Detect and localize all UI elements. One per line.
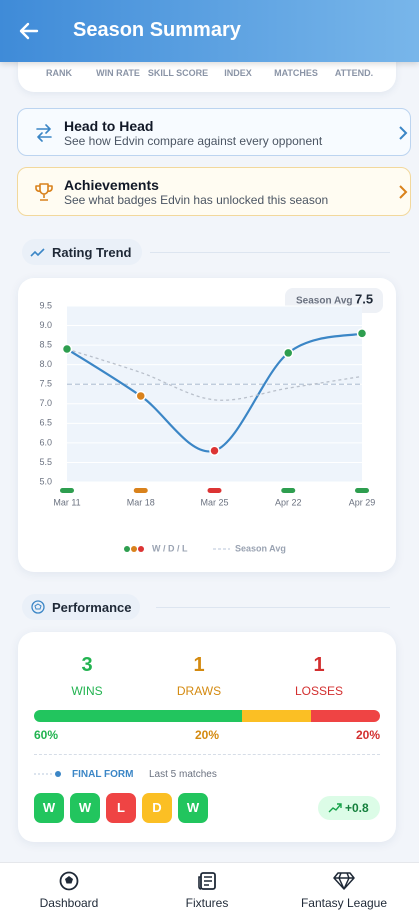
trend-icon xyxy=(328,803,342,813)
nav-label: Fantasy League xyxy=(300,896,388,910)
stat-label: ATTEND. xyxy=(334,68,374,78)
form-title: FINAL FORM xyxy=(72,769,134,780)
legend-label: Season Avg xyxy=(235,543,286,553)
card-title: Achievements xyxy=(64,177,159,193)
stat-label: INDEX xyxy=(224,68,252,78)
achievements-card[interactable]: Achievements See what badges Edvin has u… xyxy=(17,167,411,216)
swap-icon xyxy=(36,124,52,142)
form-badge: D xyxy=(142,793,172,823)
data-point xyxy=(209,445,220,456)
x-tick-label: Mar 25 xyxy=(200,497,228,507)
form-badge: W xyxy=(178,793,208,823)
result-pct: 60% xyxy=(34,728,59,742)
bottom-nav: Dashboard Fixtures Fantasy League xyxy=(0,862,419,918)
result-label: DRAWS xyxy=(176,684,222,698)
section-header: Rating Trend xyxy=(22,239,142,265)
nav-label: Dashboard xyxy=(39,896,99,910)
stat-label: RANK xyxy=(46,68,72,78)
ball-icon xyxy=(31,600,45,614)
result-label: WINS xyxy=(71,684,103,698)
chevron xyxy=(399,185,408,199)
data-point xyxy=(135,390,146,402)
y-tick-label: 9.0 xyxy=(39,320,52,330)
x-tick-label: Mar 11 xyxy=(53,497,80,507)
data-point xyxy=(61,343,73,355)
y-tick-label: 5.5 xyxy=(39,457,52,467)
y-tick-label: 7.0 xyxy=(39,398,52,408)
divider xyxy=(150,252,390,253)
page-title: Season Summary xyxy=(73,19,241,41)
diamond-icon xyxy=(333,872,355,890)
trend-value: +0.8 xyxy=(345,801,369,815)
form-badge: W xyxy=(34,793,64,823)
nav-item[interactable]: Dashboard xyxy=(0,863,140,918)
trophy-icon xyxy=(35,183,53,201)
avg-badge-value: 7.5 xyxy=(355,291,373,306)
y-tick-label: 6.0 xyxy=(39,437,52,447)
trend-pill: +0.8 xyxy=(318,796,380,820)
result-bar xyxy=(310,710,380,722)
card-subtitle: See what badges Edvin has unlocked this … xyxy=(64,193,329,207)
y-tick-label: 9.5 xyxy=(39,300,52,310)
running-avg-line xyxy=(66,348,363,401)
result-pill xyxy=(60,488,74,493)
card-title: Head to Head xyxy=(64,118,154,134)
nav-label: Fixtures xyxy=(185,896,229,910)
chart-card: Season Avg 7.5 W / D / L Season Avg 5.0 5… xyxy=(18,278,396,572)
avg-badge-label: Season Avg xyxy=(296,296,353,307)
result-pct: 20% xyxy=(194,728,220,742)
result-bar xyxy=(241,710,311,722)
form-subtitle: Last 5 matches xyxy=(149,769,217,780)
back-button[interactable] xyxy=(18,20,40,42)
head-to-head-card[interactable]: Head to Head See how Edvin compare again… xyxy=(17,108,411,156)
legend-label: W / D / L xyxy=(152,543,188,553)
form-badge: W xyxy=(70,793,100,823)
card-subtitle: See how Edvin compare against every oppo… xyxy=(64,134,323,148)
performance-card: FINAL FORM Last 5 matches +0.8 3 WINS 60% 1… xyxy=(18,632,396,842)
x-tick-label: Mar 18 xyxy=(127,497,155,507)
divider xyxy=(34,754,380,755)
chevron xyxy=(399,126,408,140)
app-bar: Season Summary xyxy=(0,0,419,62)
legend-dot xyxy=(138,546,144,552)
data-point xyxy=(356,328,368,339)
x-tick-label: Apr 29 xyxy=(349,497,376,507)
result-pill xyxy=(133,488,148,493)
stat-label: MATCHES xyxy=(274,68,318,78)
stat-label: SKILL SCORE xyxy=(147,68,209,78)
result-pct: 20% xyxy=(355,728,380,742)
form-badge: L xyxy=(106,793,136,823)
result-pill xyxy=(355,488,369,493)
result-count: 1 xyxy=(193,654,205,676)
y-tick-label: 7.5 xyxy=(39,379,52,389)
result-bar xyxy=(34,710,242,722)
y-tick-label: 8.5 xyxy=(39,339,52,349)
ball-icon xyxy=(59,871,79,891)
section-title: Performance xyxy=(52,600,132,615)
result-count: 3 xyxy=(81,654,93,676)
y-tick-label: 6.5 xyxy=(39,418,52,428)
news-icon xyxy=(198,872,216,890)
result-count: 1 xyxy=(313,654,325,676)
x-tick-label: Apr 22 xyxy=(275,497,302,507)
form-icon xyxy=(34,771,61,777)
stat-label: WIN RATE xyxy=(96,68,140,78)
y-tick-label: 8.0 xyxy=(39,359,52,369)
section-header: Performance xyxy=(22,594,140,620)
chart: Season Avg 7.5 W / D / L Season Avg 5.0 5… xyxy=(39,288,383,553)
legend-dot xyxy=(131,546,137,552)
nav-item[interactable]: Fantasy League xyxy=(280,863,419,918)
result-pill xyxy=(207,488,222,493)
trend-icon xyxy=(30,248,45,257)
legend-dot xyxy=(124,546,130,552)
result-label: LOSSES xyxy=(294,684,344,698)
section-title: Rating Trend xyxy=(52,245,132,260)
divider xyxy=(156,607,390,608)
result-pill xyxy=(281,488,296,493)
nav-item[interactable]: Fixtures xyxy=(140,863,280,918)
y-tick-label: 5.0 xyxy=(39,476,52,486)
data-point xyxy=(283,347,294,359)
